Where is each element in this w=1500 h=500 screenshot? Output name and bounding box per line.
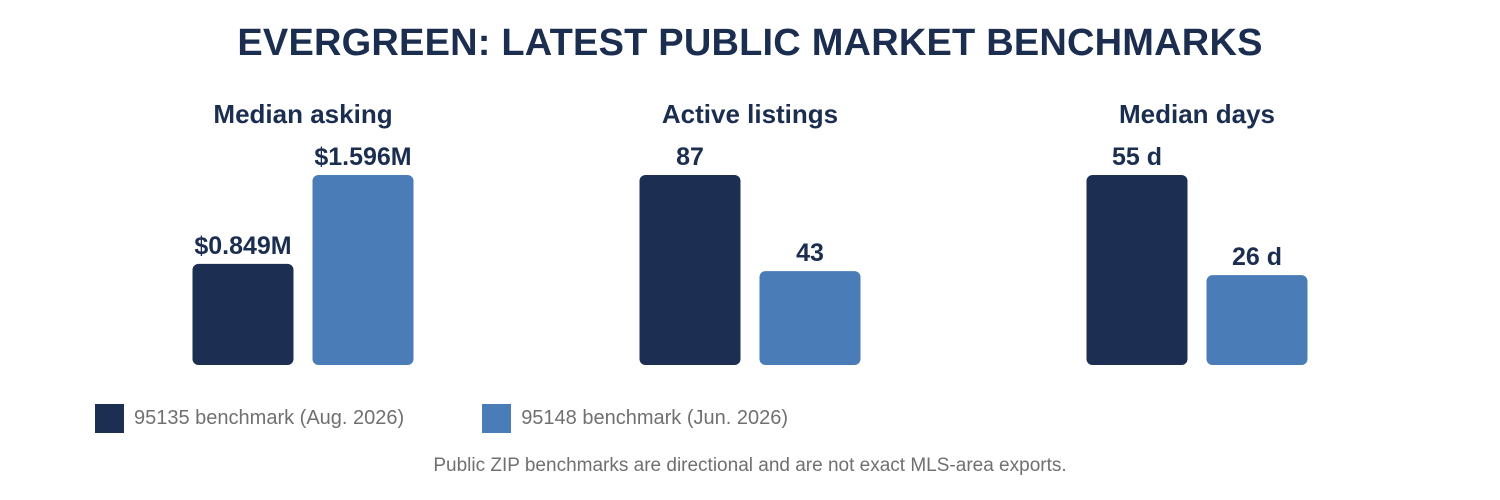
bar-median-asking-95135 xyxy=(192,263,294,365)
footnote: Public ZIP benchmarks are directional an… xyxy=(433,455,1067,476)
chart-title: EVERGREEN: LATEST PUBLIC MARKET BENCHMAR… xyxy=(237,22,1263,64)
panel-active-listings: Active listings 87 43 xyxy=(639,99,861,365)
panel-median-days: Median days 55 d 26 d xyxy=(1086,99,1308,365)
legend-label-95135: 95135 benchmark (Aug. 2026) xyxy=(134,406,405,429)
legend-item-95135: 95135 benchmark (Aug. 2026) xyxy=(95,403,405,433)
panel-title-active-listings: Active listings xyxy=(662,99,838,129)
bar-active-listings-95135 xyxy=(639,175,741,365)
value-label-active-listings-95148: 43 xyxy=(796,239,824,267)
value-label-median-asking-95148: $1.596M xyxy=(314,143,411,171)
value-label-median-days-95135: 55 d xyxy=(1112,143,1162,171)
legend-swatch-95135 xyxy=(95,403,124,433)
bar-active-listings-95148 xyxy=(759,271,861,365)
panel-title-median-days: Median days xyxy=(1119,99,1275,129)
bar-median-days-95148 xyxy=(1206,275,1308,365)
benchmark-bar-charts: Median asking $0.849M $1.596M Active listin… xyxy=(192,99,1308,365)
panel-title-median-asking: Median asking xyxy=(213,99,392,129)
bar-median-days-95135 xyxy=(1086,175,1188,365)
panel-median-asking: Median asking $0.849M $1.596M xyxy=(192,99,414,365)
legend: 95135 benchmark (Aug. 2026) 95148 benchm… xyxy=(95,403,788,433)
bar-median-asking-95148 xyxy=(312,175,414,365)
legend-swatch-95148 xyxy=(482,403,512,433)
legend-label-95148: 95148 benchmark (Jun. 2026) xyxy=(521,406,789,429)
value-label-active-listings-95135: 87 xyxy=(676,143,704,171)
legend-item-95148: 95148 benchmark (Jun. 2026) xyxy=(482,403,789,433)
value-label-median-days-95148: 26 d xyxy=(1232,243,1282,271)
value-label-median-asking-95135: $0.849M xyxy=(194,232,291,260)
